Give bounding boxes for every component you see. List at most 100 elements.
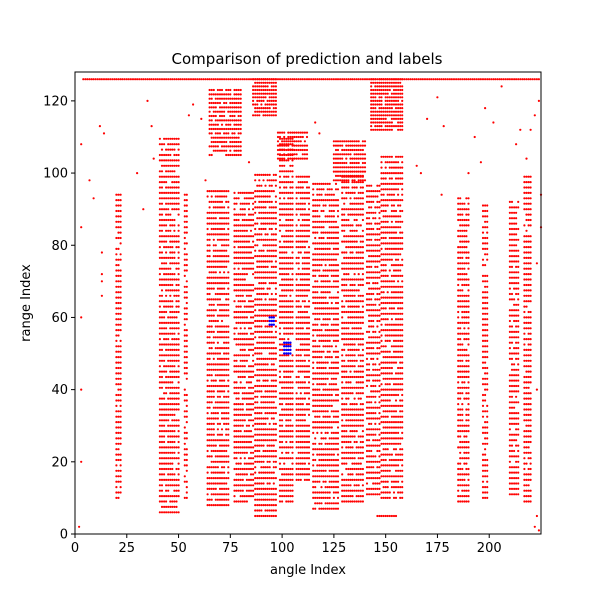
data-point — [278, 440, 282, 444]
data-point — [303, 413, 306, 416]
data-point — [220, 206, 224, 209]
data-point — [365, 368, 369, 371]
data-point — [212, 271, 215, 274]
data-point — [287, 424, 290, 427]
data-point — [316, 399, 319, 402]
data-point — [256, 303, 259, 306]
data-point — [303, 343, 306, 346]
data-point — [254, 319, 257, 323]
data-point — [465, 78, 468, 81]
data-point — [353, 489, 356, 492]
data-point — [278, 186, 282, 189]
data-point — [343, 197, 346, 200]
data-point — [171, 375, 174, 379]
data-point — [305, 457, 309, 460]
data-point — [316, 393, 319, 397]
data-point — [272, 439, 275, 442]
data-point — [355, 419, 358, 422]
data-point — [328, 236, 331, 240]
data-point — [283, 283, 286, 287]
data-point — [318, 383, 321, 386]
data-point — [355, 278, 358, 281]
data-point — [115, 204, 118, 207]
data-point — [169, 273, 172, 276]
data-point — [312, 491, 315, 494]
data-point — [345, 208, 348, 211]
data-point — [173, 457, 176, 460]
data-point — [357, 381, 360, 384]
data-point — [305, 175, 309, 178]
data-point — [192, 78, 195, 81]
data-point — [243, 78, 246, 81]
data-point — [368, 363, 371, 366]
data-point — [316, 291, 319, 294]
data-point — [307, 451, 311, 454]
data-point — [216, 384, 219, 388]
data-point — [260, 336, 263, 339]
data-point — [227, 379, 230, 382]
data-point — [210, 227, 213, 231]
data-point — [349, 435, 352, 438]
data-point — [283, 186, 286, 189]
data-point — [334, 226, 338, 229]
data-point — [301, 256, 304, 259]
data-point — [365, 417, 369, 420]
data-point — [223, 249, 226, 252]
data-point — [171, 186, 174, 189]
data-point — [287, 430, 290, 433]
data-point — [218, 211, 222, 214]
data-point — [297, 375, 300, 379]
data-point — [237, 370, 240, 373]
data-point — [305, 451, 309, 454]
data-point — [283, 408, 286, 411]
data-point — [287, 305, 290, 308]
data-point — [169, 413, 172, 416]
data-point — [365, 482, 369, 485]
data-point — [173, 413, 176, 416]
data-point — [330, 199, 333, 202]
data-point — [272, 482, 275, 485]
data-point — [519, 78, 522, 81]
data-point — [134, 78, 137, 81]
data-point — [227, 460, 230, 463]
data-point — [355, 392, 358, 395]
data-point — [239, 305, 242, 308]
data-point — [312, 264, 315, 267]
data-point — [212, 368, 215, 371]
data-point — [260, 303, 263, 306]
data-point — [169, 283, 172, 287]
data-point — [334, 464, 338, 467]
data-point — [336, 458, 340, 462]
data-point — [254, 455, 257, 458]
data-point — [270, 184, 273, 187]
data-point — [357, 467, 360, 471]
data-point — [359, 235, 362, 238]
data-point — [274, 509, 277, 512]
data-point — [347, 208, 350, 211]
data-point — [281, 294, 284, 297]
data-point — [343, 202, 346, 205]
data-point — [361, 191, 364, 194]
data-point — [216, 330, 219, 333]
data-point — [247, 283, 251, 287]
data-point — [252, 462, 255, 465]
data-point — [355, 424, 358, 427]
data-point — [220, 265, 224, 268]
data-point — [175, 478, 178, 481]
data-point — [318, 285, 321, 288]
data-point — [227, 433, 230, 436]
data-point — [289, 191, 292, 194]
data-point — [239, 419, 242, 422]
data-point — [262, 428, 265, 431]
data-point — [225, 498, 228, 501]
data-point — [210, 493, 213, 496]
data-point — [206, 482, 209, 485]
data-point — [218, 303, 222, 306]
data-point — [113, 78, 116, 81]
data-point — [158, 246, 161, 249]
data-point — [324, 285, 327, 288]
data-point — [245, 359, 248, 362]
data-point — [115, 285, 118, 288]
data-point — [359, 251, 362, 254]
data-point — [258, 379, 261, 382]
